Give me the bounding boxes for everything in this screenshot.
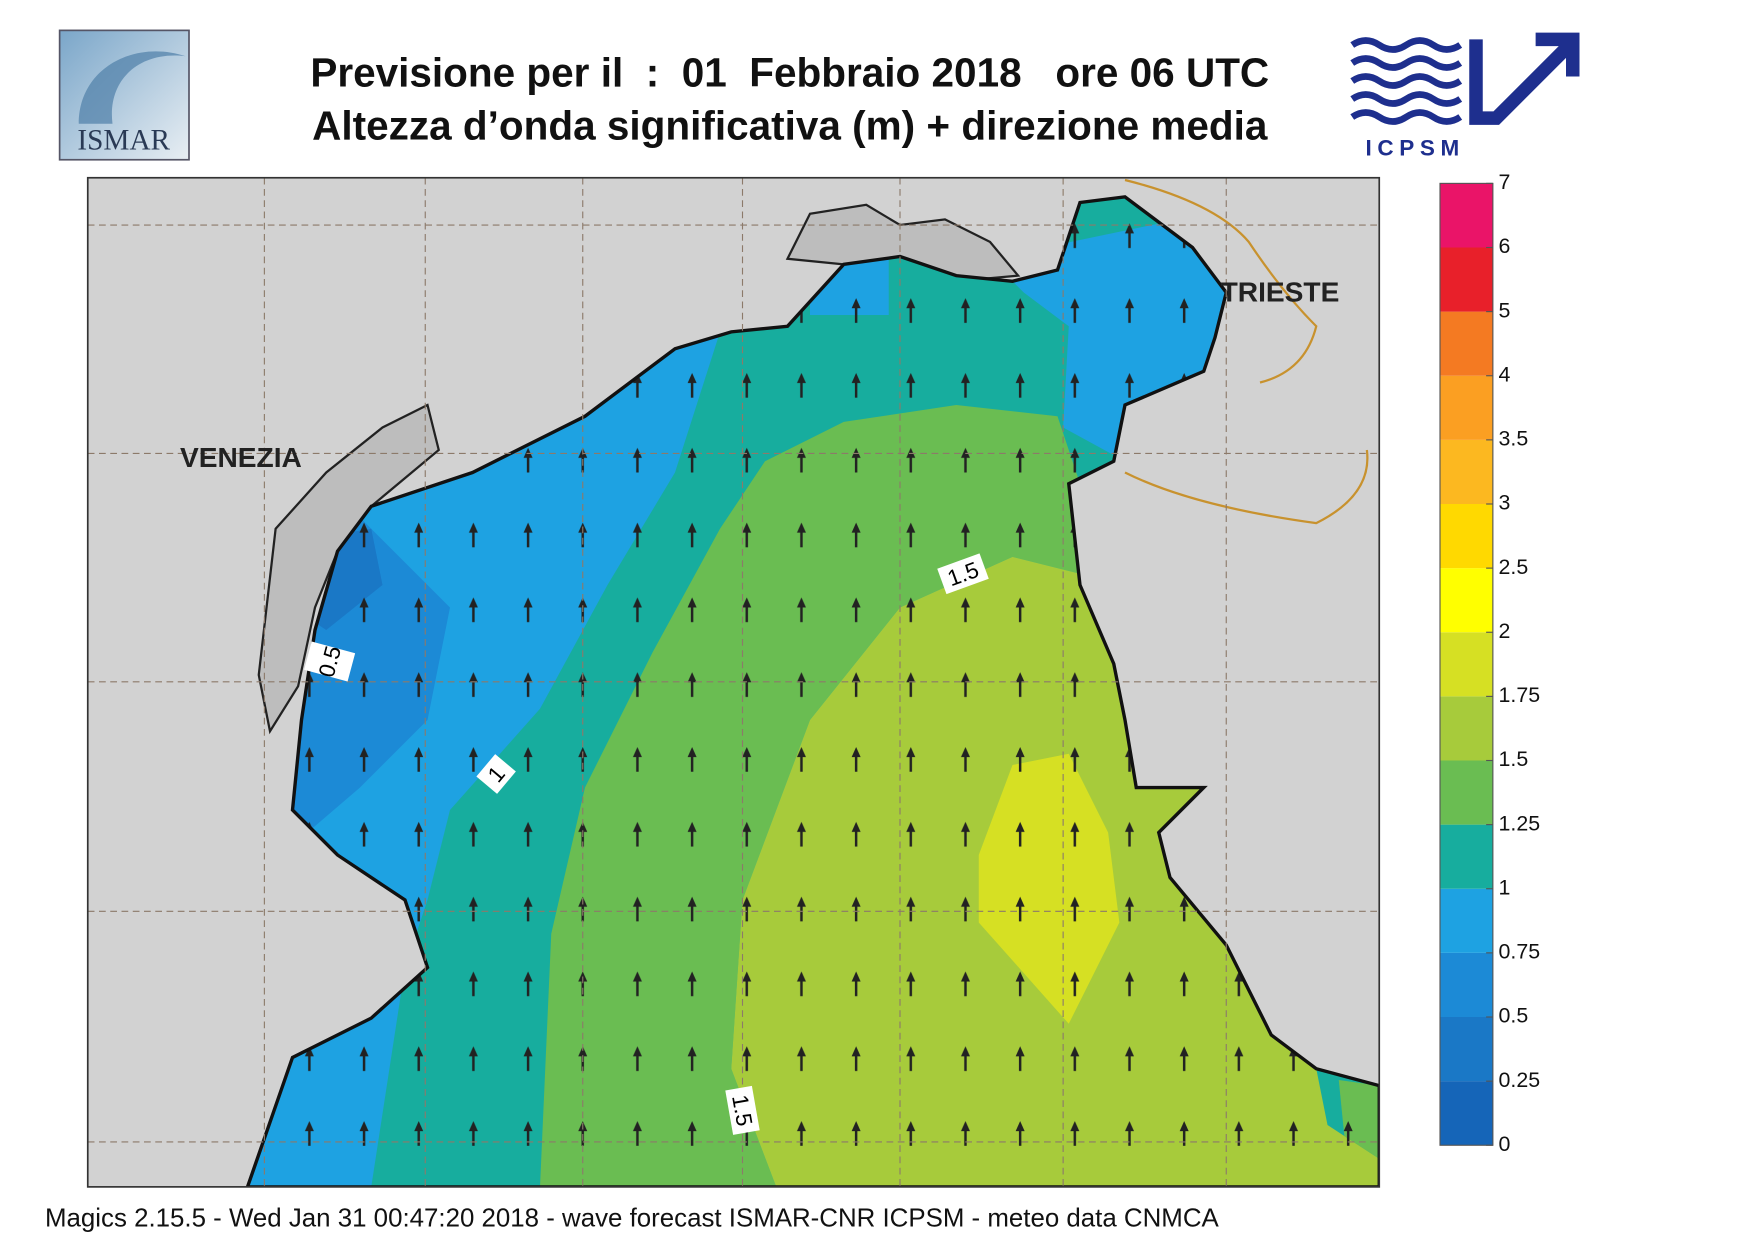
colorbar-label: 0.5 bbox=[1499, 1004, 1529, 1028]
colorbar-band bbox=[1440, 952, 1493, 1017]
colorbar-frame bbox=[1439, 182, 1494, 1146]
subtitle: Altezza d’onda significativa (m) + direz… bbox=[312, 103, 1268, 149]
colorbar-label: 0.75 bbox=[1499, 940, 1541, 964]
colorbar-band bbox=[1440, 1017, 1493, 1082]
colorbar-label: 6 bbox=[1499, 234, 1511, 258]
colorbar-band bbox=[1440, 568, 1493, 633]
colorbar-label: 2 bbox=[1499, 619, 1511, 643]
colorbar-band bbox=[1440, 888, 1493, 953]
footer: Magics 2.15.5 - Wed Jan 31 00:47:20 2018… bbox=[45, 1204, 1219, 1232]
logo-text: ICPSM bbox=[1366, 135, 1465, 160]
colorbar-band bbox=[1440, 311, 1493, 376]
content: ISMAR ICPSM Previsione per il : 01 Febbr… bbox=[45, 29, 1580, 1232]
colorbar-label: 1.75 bbox=[1499, 683, 1541, 707]
colorbar-label: 3 bbox=[1499, 491, 1511, 515]
colorbar-label: 0 bbox=[1499, 1132, 1511, 1156]
colorbar-band bbox=[1440, 696, 1493, 761]
title: Previsione per il : 01 Febbraio 2018 ore… bbox=[310, 50, 1269, 96]
city-label: TRIESTE bbox=[1221, 277, 1340, 308]
contour-label: 1.5 bbox=[727, 1093, 757, 1128]
colorbar-band bbox=[1440, 824, 1493, 889]
colorbar-label: 1.25 bbox=[1499, 811, 1541, 835]
colorbar-label: 7 bbox=[1499, 170, 1511, 194]
colorbar-label: 2.5 bbox=[1499, 555, 1529, 579]
colorbar-label: 4 bbox=[1499, 362, 1511, 386]
colorbar-label: 3.5 bbox=[1499, 427, 1529, 451]
map: VENEZIA TRIESTE 0.5 1 1.5 1.5 bbox=[87, 177, 1380, 1187]
ismar-logo: ISMAR bbox=[58, 29, 190, 161]
colorbar-label: 1 bbox=[1499, 875, 1511, 899]
colorbar-band bbox=[1440, 1081, 1493, 1146]
colorbar-band bbox=[1440, 183, 1493, 248]
colorbar-label: 1.5 bbox=[1499, 747, 1529, 771]
icpsm-logo: ICPSM bbox=[1350, 32, 1580, 160]
colorbar-band bbox=[1440, 439, 1493, 504]
colorbar-label: 5 bbox=[1499, 298, 1511, 322]
colorbar-band bbox=[1440, 375, 1493, 440]
colorbar-band bbox=[1440, 632, 1493, 697]
colorbar-band bbox=[1440, 760, 1493, 825]
map-frame bbox=[86, 176, 1381, 1188]
city-label: VENEZIA bbox=[180, 442, 302, 473]
colorbar: 0 0.25 0.5 0.75 1 1.25 1.5 1.75 2 2.5 3 3.5 4 5 6 7 bbox=[1439, 170, 1541, 1156]
colorbar-band bbox=[1440, 247, 1493, 312]
colorbar-label: 0.25 bbox=[1499, 1068, 1541, 1092]
logo-text: ISMAR bbox=[77, 125, 170, 157]
colorbar-band bbox=[1440, 504, 1493, 569]
